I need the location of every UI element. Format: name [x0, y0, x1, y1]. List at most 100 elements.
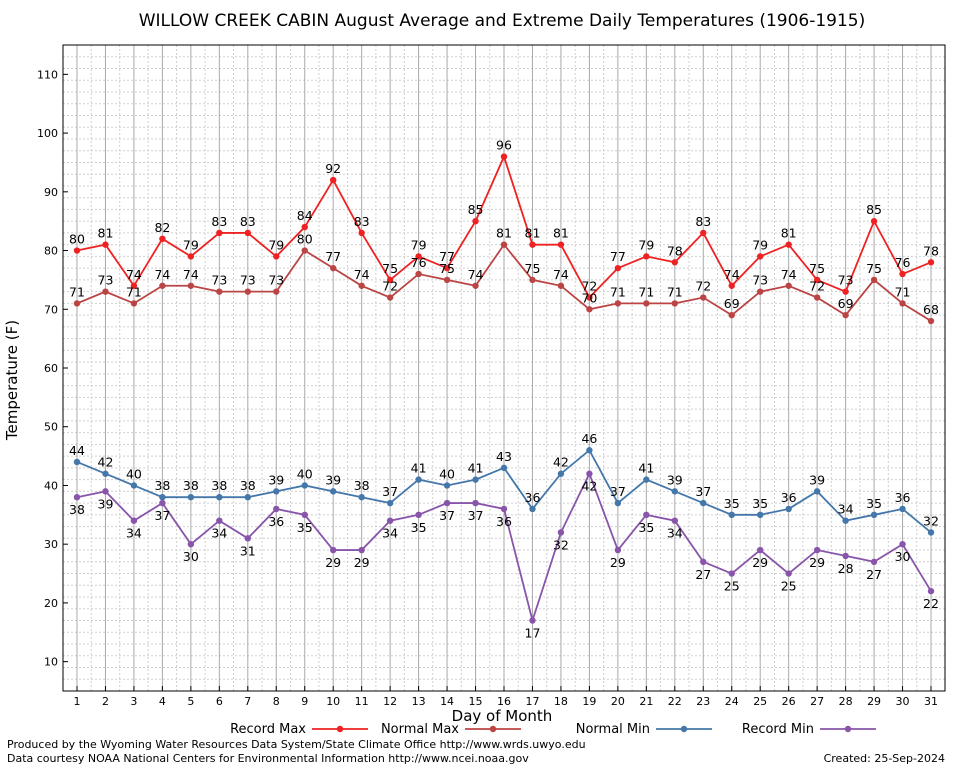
normal-max-data-label: 74: [781, 267, 797, 282]
record-min-point: [500, 505, 508, 513]
record-max-data-label: 81: [98, 226, 114, 241]
normal-min-point: [102, 470, 109, 477]
normal-max-data-label: 74: [183, 267, 199, 282]
normal-min-point: [728, 511, 735, 519]
record-max-point: [273, 253, 280, 260]
record-min-data-label: 37: [439, 508, 455, 523]
normal-max-point: [870, 276, 878, 284]
normal-max-point: [842, 311, 849, 319]
record-max-point: [187, 253, 195, 260]
normal-min-point: [785, 505, 792, 513]
record-max-point: [557, 241, 565, 248]
record-min-point: [130, 517, 138, 524]
record-min-data-label: 35: [638, 520, 654, 535]
x-tick-label: 3: [130, 695, 137, 708]
legend-label-record-max: Record Max: [230, 722, 306, 737]
footer-created-date: Created: 25-Sep-2024: [824, 752, 945, 765]
x-tick-label: 14: [440, 695, 454, 708]
record-min-point: [700, 558, 707, 565]
record-min-point: [102, 488, 109, 495]
normal-max-point: [557, 282, 565, 289]
normal-max-point: [586, 306, 593, 313]
record-max-point: [301, 223, 308, 231]
normal-min-point: [273, 488, 280, 495]
record-min-point: [415, 511, 422, 519]
normal-max-point: [899, 300, 906, 307]
normal-max-point: [386, 294, 394, 301]
x-tick-label: 31: [924, 695, 938, 708]
record-max-data-label: 75: [809, 261, 825, 276]
record-max-data-label: 85: [866, 202, 882, 217]
normal-max-point: [273, 288, 280, 295]
record-max-point: [358, 229, 365, 237]
normal-max-point: [130, 300, 138, 307]
record-min-point: [358, 546, 365, 554]
normal-min-data-label: 38: [154, 478, 170, 493]
x-tick-label: 13: [412, 695, 426, 708]
record-max-point: [643, 253, 650, 260]
x-tick-label: 1: [74, 695, 81, 708]
normal-min-data-label: 38: [211, 478, 227, 493]
record-max-data-label: 79: [638, 237, 654, 252]
normal-max-data-label: 75: [866, 261, 882, 276]
record-max-data-label: 72: [581, 279, 597, 294]
record-min-data-label: 17: [525, 626, 541, 641]
normal-max-point: [785, 282, 792, 289]
normal-min-data-label: 42: [553, 455, 569, 470]
y-tick-label: 70: [44, 303, 58, 316]
record-max-data-label: 79: [183, 237, 199, 252]
legend: Record Max Normal Max Normal Min Record Min: [230, 722, 876, 737]
normal-min-point: [358, 494, 365, 501]
normal-max-point: [330, 264, 337, 272]
y-tick-label: 100: [37, 127, 58, 140]
grid: [63, 44, 945, 692]
record-min-point: [159, 499, 166, 507]
y-tick-label: 80: [44, 245, 58, 258]
record-min-data-label: 25: [724, 579, 740, 594]
x-tick-label: 25: [753, 695, 767, 708]
normal-min-point: [757, 511, 764, 519]
normal-max-data-label: 75: [525, 261, 541, 276]
record-min-point: [443, 499, 451, 507]
normal-min-point: [301, 482, 308, 489]
legend-label-normal-min: Normal Min: [576, 722, 650, 737]
normal-min-point: [415, 476, 422, 483]
record-min-point: [813, 546, 821, 554]
x-tick-label: 7: [244, 695, 251, 708]
x-tick-label: 21: [639, 695, 653, 708]
normal-min-data-label: 35: [752, 496, 768, 511]
normal-min-data-label: 41: [468, 461, 484, 476]
normal-min-data-label: 38: [240, 478, 256, 493]
record-min-data-label: 29: [325, 555, 341, 570]
record-max-point: [159, 235, 166, 242]
y-tick-label: 20: [44, 597, 58, 610]
normal-max-data-label: 72: [809, 279, 825, 294]
record-max-point: [586, 294, 593, 301]
normal-max-point: [187, 282, 195, 289]
record-min-data-label: 30: [183, 549, 199, 564]
normal-min-point: [187, 494, 195, 501]
x-tick-label: 2: [102, 695, 109, 708]
record-max-data-label: 81: [525, 226, 541, 241]
normal-max-point: [813, 294, 821, 301]
record-min-point: [216, 517, 223, 524]
normal-min-point: [443, 482, 451, 489]
record-max-point: [671, 259, 678, 266]
normal-max-point: [700, 294, 707, 301]
x-tick-label: 11: [355, 695, 369, 708]
normal-min-data-label: 43: [496, 449, 512, 464]
y-tick-label: 30: [44, 538, 58, 551]
normal-min-data-label: 40: [297, 466, 313, 481]
normal-max-data-label: 74: [154, 267, 170, 282]
record-min-data-label: 39: [98, 496, 114, 511]
normal-max-point: [472, 282, 479, 289]
record-min-data-label: 35: [297, 520, 313, 535]
record-max-point: [757, 253, 764, 260]
record-min-data-label: 36: [496, 514, 512, 529]
record-max-point: [500, 153, 508, 160]
record-max-data-label: 77: [610, 249, 626, 264]
normal-min-point: [472, 476, 479, 483]
x-tick-label: 24: [725, 695, 739, 708]
record-max-point: [102, 241, 109, 248]
